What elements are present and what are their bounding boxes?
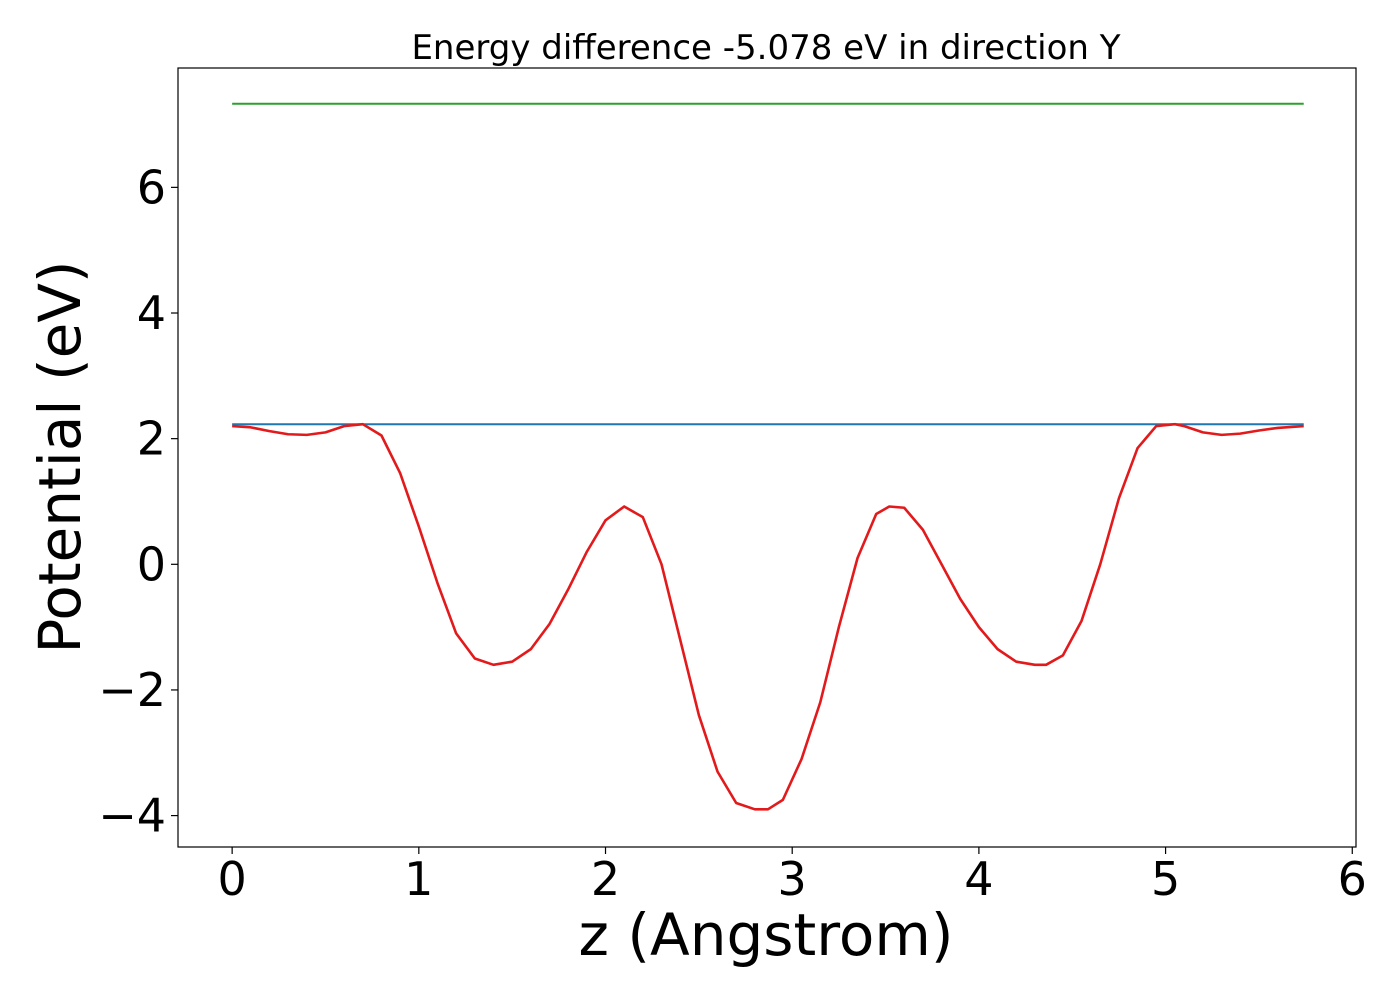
chart-title: Energy difference -5.078 eV in direction… (411, 28, 1120, 68)
y-tick-label: −4 (98, 789, 166, 843)
y-tick-label: 6 (137, 160, 166, 214)
x-axis-label: z (Angstrom) (579, 901, 954, 969)
series-line-3 (232, 422, 1304, 811)
plot-area: 0 1 2 3 4 5 6 −4 −2 0 2 4 6 (98, 67, 1367, 906)
x-tick-label: 3 (778, 852, 807, 906)
x-tick-label: 1 (404, 852, 433, 906)
x-tick-label: 6 (1338, 852, 1367, 906)
x-tick-label: 4 (964, 852, 993, 906)
y-tick-label: −2 (98, 663, 166, 717)
y-tick-label: 2 (137, 412, 166, 466)
axes-frame (177, 67, 1357, 848)
x-tick-label: 2 (591, 852, 620, 906)
y-tick-label: 0 (137, 537, 166, 591)
x-tick-label: 5 (1151, 852, 1180, 906)
y-tick-label: 4 (137, 286, 166, 340)
y-axis-label: Potential (eV) (26, 260, 94, 653)
x-tick-label: 0 (217, 852, 246, 906)
